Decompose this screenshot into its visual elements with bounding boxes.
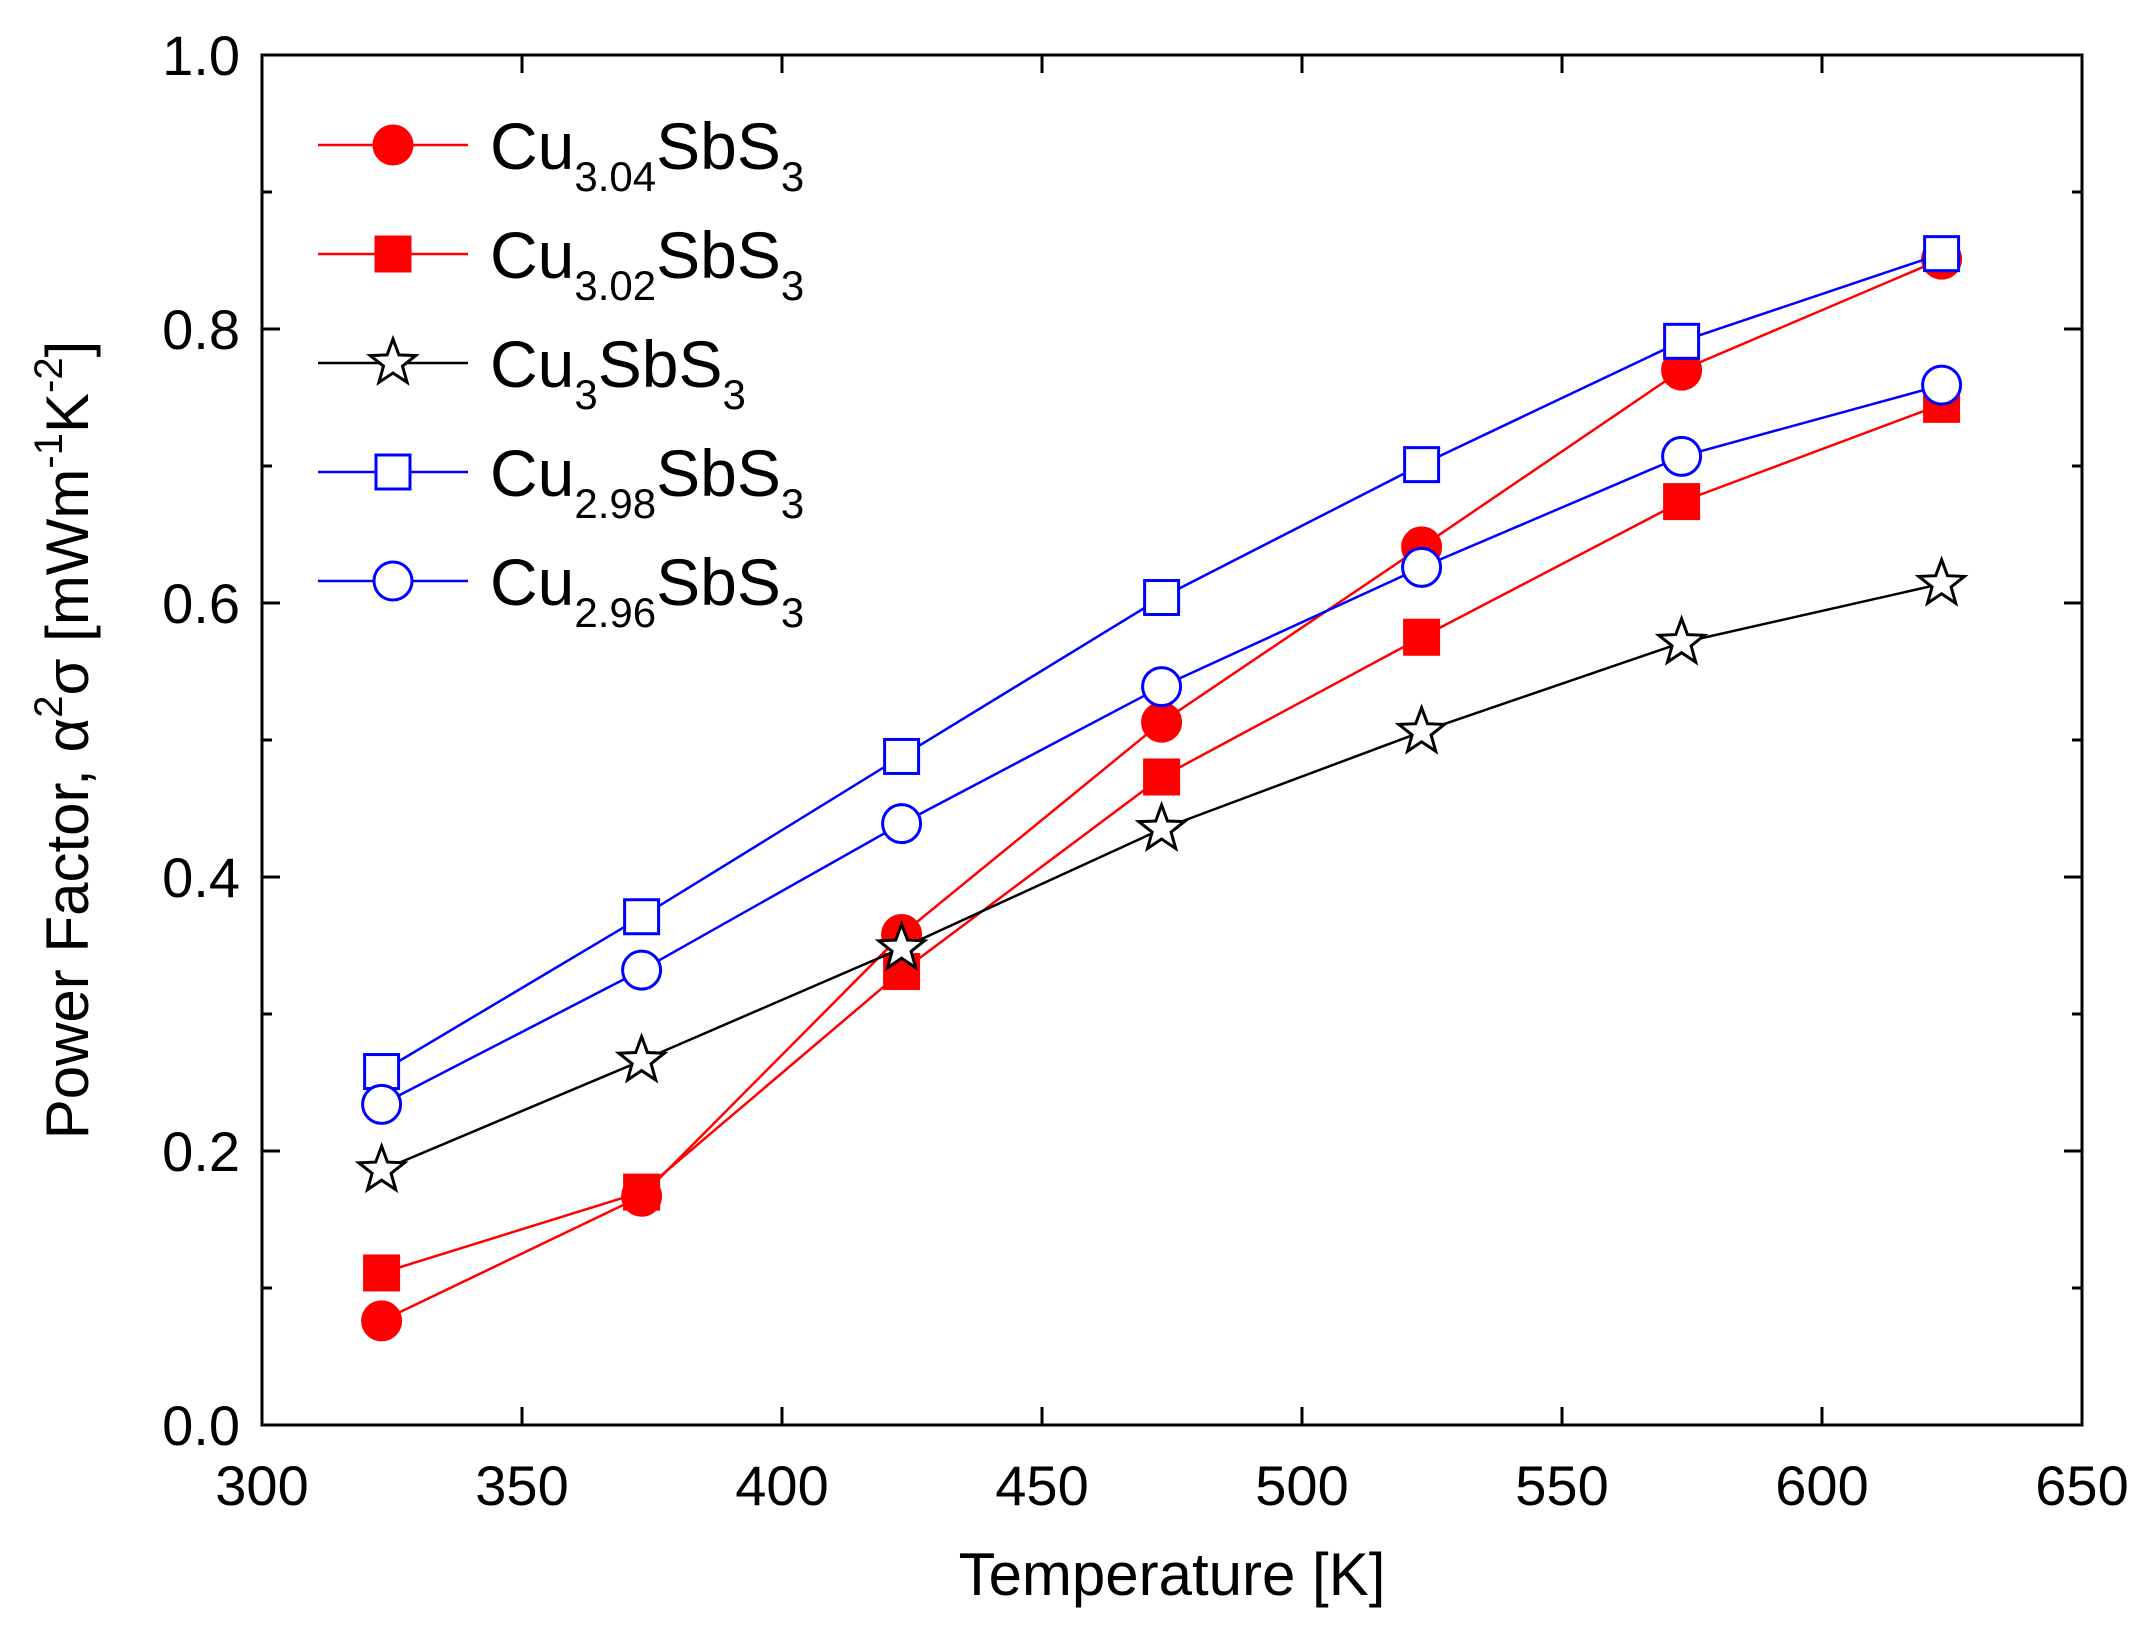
y-axis-title: Power Factor, α2σ [mWm-1K-2] (27, 341, 101, 1140)
data-point-cu300 (874, 919, 929, 972)
legend: Cu3.04SbS3 Cu3.02SbS3 Cu3SbS3 Cu2.98SbS3 Cu2… (318, 109, 804, 636)
data-point-cu302 (623, 1173, 661, 1211)
data-point-cu296 (1921, 364, 1963, 406)
data-point-cu296 (1401, 546, 1443, 588)
tick-labels: 300 350 400 450 500 550 600 650 0.0 0.2 0.4 0.6 0.8 1… (162, 24, 2129, 1517)
data-point-cu302 (363, 1254, 401, 1292)
series-cu296 (361, 364, 1963, 1125)
y-axis-title-m-exp: -1 (27, 433, 71, 469)
data-point-cu296 (881, 803, 923, 845)
y-tick-label: 0.6 (162, 572, 240, 635)
data-point-cu300 (354, 1141, 409, 1194)
legend-label: Cu3.02SbS3 (490, 218, 804, 309)
data-point-cu300 (1914, 555, 1969, 607)
series-cu298 (363, 235, 1961, 1091)
data-point-cu298 (883, 737, 921, 775)
data-point-cu296 (1661, 435, 1703, 477)
legend-item-cu300: Cu3SbS3 (318, 327, 746, 418)
legend-marker (372, 560, 414, 602)
y-tick-label: 0.0 (162, 1394, 240, 1457)
data-point-cu302 (1403, 618, 1441, 656)
data-point-cu300 (1134, 800, 1189, 853)
data-point-cu302 (1143, 758, 1181, 796)
y-tick-label: 1.0 (162, 24, 240, 87)
data-point-cu304 (1141, 701, 1183, 743)
data-point-cu300 (614, 1032, 669, 1084)
y-tick-label: 0.2 (162, 1120, 240, 1183)
legend-label: Cu3SbS3 (490, 327, 746, 418)
data-point-cu302 (1663, 483, 1701, 521)
series-layer (354, 235, 1969, 1342)
data-point-cu296 (1141, 666, 1183, 708)
y-tick-label: 0.4 (162, 846, 240, 909)
legend-marker (374, 453, 412, 491)
legend-label: Cu2.98SbS3 (490, 436, 804, 527)
data-point-cu298 (1663, 322, 1701, 360)
data-point-cu296 (361, 1083, 403, 1125)
x-tick-label: 500 (1255, 1454, 1348, 1517)
x-tick-label: 550 (1515, 1454, 1608, 1517)
legend-marker (374, 235, 412, 273)
y-axis-title-units-close: ] (34, 341, 101, 358)
legend-item-cu296: Cu2.96SbS3 (318, 545, 804, 636)
y-tick-label: 0.8 (162, 298, 240, 361)
series-cu300 (354, 555, 1969, 1194)
y-axis-title-k: K (34, 393, 101, 433)
x-tick-label: 600 (1775, 1454, 1868, 1517)
x-tick-label: 650 (2035, 1454, 2128, 1517)
legend-label: Cu3.04SbS3 (490, 109, 804, 200)
y-axis-title-alpha-exp: 2 (27, 696, 71, 718)
data-point-cu298 (1143, 579, 1181, 617)
data-point-cu300 (1654, 614, 1709, 666)
legend-marker (366, 334, 420, 386)
data-point-cu298 (1403, 446, 1441, 484)
legend-item-cu304: Cu3.04SbS3 (318, 109, 804, 200)
data-point-cu298 (623, 898, 661, 936)
y-axis-title-k-exp: -2 (27, 357, 71, 393)
y-axis-title-prefix: Power Factor, (34, 752, 101, 1139)
x-tick-label: 450 (995, 1454, 1088, 1517)
y-axis-title-sigma: σ (34, 659, 101, 696)
axis-ticks (260, 53, 2084, 1427)
legend-item-cu302: Cu3.02SbS3 (318, 218, 804, 309)
data-point-cu304 (361, 1300, 403, 1342)
x-tick-label: 300 (215, 1454, 308, 1517)
legend-item-cu298: Cu2.98SbS3 (318, 436, 804, 527)
y-axis-title-units-open: [mWm (34, 469, 101, 659)
data-point-cu300 (1394, 703, 1449, 755)
x-tick-label: 350 (475, 1454, 568, 1517)
data-point-cu296 (621, 949, 663, 991)
y-axis-title-alpha: α (34, 718, 101, 753)
legend-marker (372, 124, 414, 166)
data-point-cu298 (1923, 235, 1961, 273)
x-tick-label: 400 (735, 1454, 828, 1517)
legend-label: Cu2.96SbS3 (490, 545, 804, 636)
x-axis-title: Temperature [K] (959, 1541, 1386, 1608)
data-point-cu298 (363, 1053, 401, 1091)
